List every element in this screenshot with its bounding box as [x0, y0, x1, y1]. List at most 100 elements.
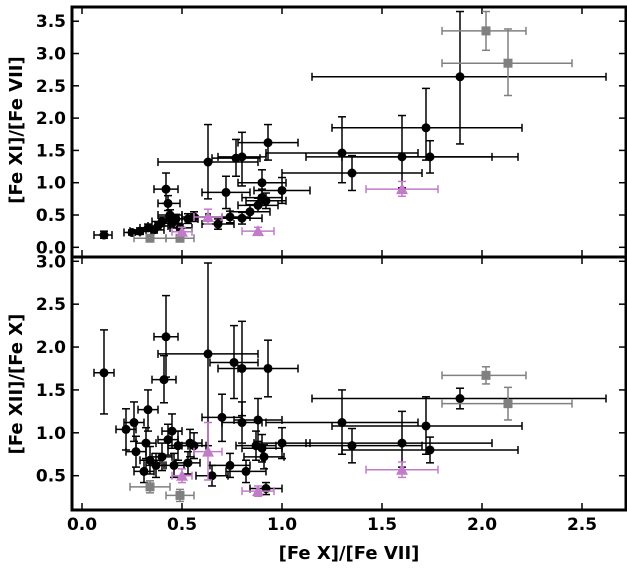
- circle-marker: [263, 363, 273, 373]
- circle-marker: [245, 207, 255, 217]
- bottom-y-tick-label: 1.5: [36, 381, 66, 401]
- bottom-circle-point: [305, 410, 493, 468]
- bottom-panel: 0.0 0.5 1.0 1.5 2.0 2.5 0.5 1.0 1.5 2.0 2.5 3.0: [36, 252, 627, 535]
- top-circle-point: [157, 123, 259, 200]
- circle-marker: [241, 466, 251, 476]
- top-y-axis-label: [Fe XI]/[Fe VII]: [6, 56, 27, 203]
- triangle-marker: [202, 210, 214, 222]
- square-marker: [481, 370, 491, 380]
- bottom-circle-point: [125, 435, 147, 468]
- bottom-circle-point: [93, 329, 115, 415]
- top-y-tick-label: 2.0: [36, 109, 66, 129]
- x-tick-label: 1.5: [367, 515, 397, 535]
- bottom-square-point: [165, 488, 195, 503]
- circle-marker: [225, 460, 235, 470]
- x-tick-label: 2.5: [567, 515, 597, 535]
- circle-marker: [229, 357, 239, 367]
- circle-marker: [99, 368, 109, 378]
- triangle-marker: [252, 485, 264, 497]
- top-circle-point: [201, 175, 251, 210]
- bottom-circle-point: [175, 450, 201, 475]
- bottom-circle-point: [137, 389, 159, 432]
- circle-marker: [421, 421, 431, 431]
- top-y-tick-label: 3.0: [36, 45, 66, 65]
- bottom-square-point: [441, 366, 527, 385]
- top-circle-point: [237, 123, 299, 161]
- circle-marker: [167, 426, 177, 436]
- bottom-circle-point: [181, 432, 207, 460]
- bottom-y-tick-label: 2.5: [36, 295, 66, 315]
- square-marker: [503, 399, 513, 409]
- circle-marker: [237, 152, 247, 162]
- square-marker: [175, 490, 185, 500]
- circle-marker: [127, 227, 137, 237]
- top-triangle-point: [193, 208, 223, 225]
- top-y-tick-label: 3.5: [36, 12, 66, 32]
- bottom-square-point: [441, 386, 573, 421]
- circle-marker: [225, 212, 235, 222]
- bottom-triangle-point: [365, 461, 439, 479]
- top-circle-point: [245, 192, 287, 210]
- square-marker: [503, 58, 513, 68]
- circle-marker: [121, 424, 131, 434]
- triangle-marker: [396, 463, 408, 475]
- top-circle-point: [93, 230, 113, 240]
- square-marker: [145, 482, 155, 492]
- top-panel: 0.0 0.5 1.0 1.5 2.0 2.5 3.0 3.5: [36, 5, 627, 259]
- circle-marker: [183, 458, 193, 468]
- circle-marker: [217, 412, 227, 422]
- x-tick-label: 0.5: [167, 515, 197, 535]
- top-circle-point: [211, 138, 261, 178]
- top-y-tick-label: 1.5: [36, 141, 66, 161]
- bottom-circle-point: [237, 339, 299, 398]
- top-y-tick-label: 0.5: [36, 206, 66, 226]
- bottom-triangle-point: [241, 485, 275, 498]
- circle-marker: [237, 213, 247, 223]
- square-marker: [481, 26, 491, 36]
- top-circle-point: [241, 188, 283, 207]
- circle-marker: [151, 460, 161, 470]
- circle-marker: [221, 187, 231, 197]
- circle-marker: [161, 184, 171, 194]
- x-tick-label: 2.0: [467, 515, 497, 535]
- triangle-marker: [176, 469, 188, 481]
- circle-marker: [163, 435, 173, 445]
- bottom-circle-point: [195, 464, 229, 487]
- top-circle-point: [157, 194, 181, 212]
- triangle-marker: [176, 225, 188, 237]
- top-square-point: [441, 28, 573, 97]
- top-circle-point: [305, 114, 493, 189]
- bottom-circle-point: [209, 452, 251, 479]
- bottom-triangle-point: [193, 421, 223, 481]
- top-plot-frame: [70, 5, 627, 259]
- bottom-square-point: [129, 480, 171, 494]
- bottom-y-tick-label: 2.0: [36, 338, 66, 358]
- top-circle-point: [253, 176, 311, 205]
- circle-marker: [163, 198, 173, 208]
- triangle-marker: [202, 445, 214, 457]
- top-y-tick-label: 0.0: [36, 238, 66, 258]
- circle-marker: [347, 168, 357, 178]
- bottom-circle-point: [311, 387, 607, 410]
- circle-marker: [129, 418, 139, 428]
- bottom-circle-point: [163, 452, 185, 479]
- top-triangle-point: [241, 225, 275, 237]
- bottom-plot-frame: [70, 255, 627, 512]
- circle-marker: [455, 72, 465, 82]
- circle-marker: [259, 452, 269, 462]
- top-circle-point: [341, 139, 519, 174]
- bottom-circle-point: [243, 444, 285, 470]
- top-circle-point: [311, 10, 607, 145]
- bottom-circle-point: [115, 408, 137, 451]
- circle-marker: [207, 471, 217, 481]
- circle-marker: [253, 415, 263, 425]
- bottom-circle-point: [265, 389, 419, 456]
- bottom-circle-point: [135, 426, 157, 460]
- bottom-circle-point: [153, 294, 179, 378]
- circle-marker: [161, 332, 171, 342]
- top-y-tick-label: 2.5: [36, 77, 66, 97]
- top-square-point: [441, 10, 527, 52]
- square-marker: [145, 233, 155, 243]
- top-circle-point: [153, 172, 179, 205]
